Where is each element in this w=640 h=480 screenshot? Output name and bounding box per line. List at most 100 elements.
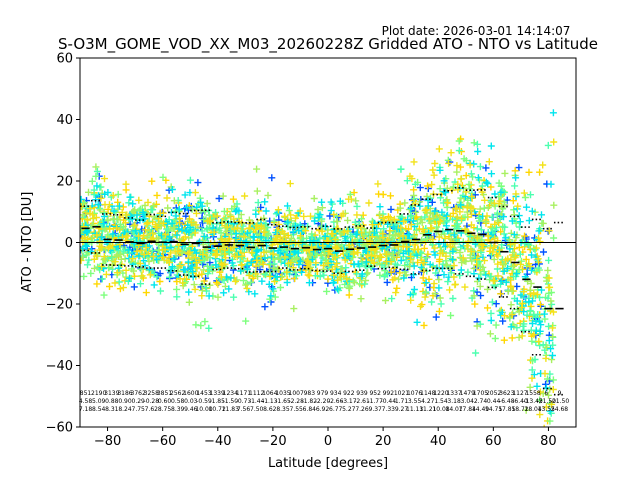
bin-annotation-mean: 0.44 xyxy=(487,398,501,405)
bin-annotation-mean: 0.60 xyxy=(158,398,172,405)
bin-annotation-std: 17.85 xyxy=(498,406,515,413)
bin-annotation-count: 9 xyxy=(558,390,562,397)
y-tick-label: 40 xyxy=(56,113,73,128)
bin-annotation-mean: 5.09 xyxy=(92,398,106,405)
bin-annotation-count: 939 xyxy=(356,390,368,397)
bin-annotation-std: 11.83 xyxy=(222,406,239,413)
bin-annotation-std: 9.46 xyxy=(184,406,198,413)
bin-annotation-count: 1558 xyxy=(525,390,540,397)
bin-annotation-mean: 0.03 xyxy=(184,398,198,405)
y-axis-label: ATO - NTO [DU] xyxy=(20,192,35,293)
scatter-marker-group xyxy=(80,138,558,427)
bin-annotation-mean: -2.20 xyxy=(315,398,331,405)
bin-annotation-count: 3762 xyxy=(131,390,146,397)
bin-annotation-std: 11.13 xyxy=(406,406,423,413)
bin-annotation-mean: -13.45 xyxy=(523,398,543,405)
bin-annotation-std: 6.92 xyxy=(316,406,330,413)
bin-annotation-count: 1064 xyxy=(262,390,277,397)
bin-annotation-count: 1453 xyxy=(196,390,211,397)
bin-annotation-mean: -6.48 xyxy=(499,398,515,405)
bin-annotation-std: 8.35 xyxy=(276,406,290,413)
y-tick-label: −20 xyxy=(46,298,73,313)
bin-annotation-mean: -0.73 xyxy=(236,398,252,405)
chart-title: S-O3M_GOME_VOD_XX_M03_20260228Z Gridded … xyxy=(58,35,598,54)
bin-annotation-count: 1007 xyxy=(289,390,304,397)
bin-annotation-std: 14.75 xyxy=(485,406,502,413)
bin-annotation-std: 8.39 xyxy=(171,406,185,413)
bin-annotation-mean: -0.28 xyxy=(144,398,160,405)
bin-annotation-std: 13.55 xyxy=(538,406,555,413)
x-axis-label: Latitude [degrees] xyxy=(268,456,388,471)
y-tick-label: 60 xyxy=(56,52,73,67)
bin-annotation-mean: -0.59 xyxy=(196,398,212,405)
bin-annotation-count: 1220 xyxy=(433,390,448,397)
bin-annotation-mean: 3.18 xyxy=(447,398,461,405)
bin-annotation-std: 14.49 xyxy=(472,406,489,413)
plot-date-label: Plot date: 2026-03-01 14:14:07 xyxy=(382,24,571,38)
bin-annotation-mean: -21.50 xyxy=(537,398,557,405)
y-tick-label: 20 xyxy=(56,175,73,190)
bin-annotation-std: 24.68 xyxy=(551,406,568,413)
bin-annotation-mean: 2.74 xyxy=(474,398,488,405)
bin-annotation-count: 1021 xyxy=(394,390,409,397)
bin-annotation-std: 8.75 xyxy=(158,406,172,413)
bin-annotation-std: 7.50 xyxy=(250,406,264,413)
bin-annotation-std: 7.18 xyxy=(79,406,93,413)
bin-annotation-count: 1127 xyxy=(512,390,527,397)
bin-annotation-std: 7.55 xyxy=(290,406,304,413)
bin-annotation-mean: 0.90 xyxy=(118,398,132,405)
bin-annotation-count: 3623 xyxy=(499,390,514,397)
bin-annotation-mean: 4.58 xyxy=(79,398,93,405)
x-axis: −80 −60 −40 −20 0 20 40 60 80 xyxy=(94,427,557,449)
bin-annotation-count: 992 xyxy=(383,390,395,397)
bin-annotation-mean: -1.77 xyxy=(367,398,383,405)
bin-annotation-mean: 1.71 xyxy=(395,398,409,405)
bin-annotation-std: 17.84 xyxy=(459,406,476,413)
bin-annotation-std: 10.00 xyxy=(195,406,212,413)
bin-annotation-count: 3186 xyxy=(117,390,132,397)
bin-annotation-count: 6 xyxy=(544,390,548,397)
bin-annotation-std: 10.08 xyxy=(432,406,449,413)
bin-annotation-mean: -1.85 xyxy=(209,398,225,405)
bin-annotation-mean: 0.58 xyxy=(171,398,185,405)
bin-annotation-mean: -6.40 xyxy=(512,398,528,405)
bin-annotation-count: 1705 xyxy=(473,390,488,397)
bin-annotation-std: 8.54 xyxy=(92,406,106,413)
x-tick-label: 20 xyxy=(375,434,392,449)
bin-annotation-std: 18.04 xyxy=(525,406,542,413)
y-tick-label: 0 xyxy=(65,236,73,251)
bin-annotation-count: 983 xyxy=(304,390,316,397)
bin-annotation-mean: -21.50 xyxy=(550,398,570,405)
bin-annotation-mean: 1.54 xyxy=(434,398,448,405)
bin-annotation-count: 1035 xyxy=(275,390,290,397)
bin-annotation-count: 922 xyxy=(343,390,355,397)
bin-annotation-std: 10.72 xyxy=(209,406,226,413)
bin-annotation-mean: -3.17 xyxy=(341,398,357,405)
x-tick-label: 80 xyxy=(540,434,557,449)
bin-annotation-std: 14.07 xyxy=(446,406,463,413)
bin-annotation-std: 18.72 xyxy=(511,406,528,413)
x-tick-label: −20 xyxy=(259,434,286,449)
bin-statistics xyxy=(80,186,576,396)
bin-annotation-count: 934 xyxy=(330,390,342,397)
scatter-points xyxy=(80,109,558,427)
bin-annotation-count: 1234 xyxy=(223,390,238,397)
bin-annotation-mean: -1.50 xyxy=(223,398,239,405)
bin-annotation-std: 8.62 xyxy=(263,406,277,413)
bin-annotation-std: 6.77 xyxy=(329,406,343,413)
y-axis: −60 −40 −20 0 20 40 60 xyxy=(46,52,80,436)
bin-annotation-std: 6.84 xyxy=(303,406,317,413)
x-tick-label: 0 xyxy=(324,434,332,449)
bin-annotation-count: 979 xyxy=(317,390,329,397)
bin-annotation-count: 1600 xyxy=(183,390,198,397)
bin-annotation-mean: 3.55 xyxy=(408,398,422,405)
bin-annotation-count: 1076 xyxy=(407,390,422,397)
bin-annotation-std: 9.27 xyxy=(395,406,409,413)
bin-annotation-count: 1171 xyxy=(236,390,251,397)
bin-annotation-std: 7.56 xyxy=(237,406,251,413)
x-tick-label: −60 xyxy=(149,434,176,449)
bin-annotation-count: 1148 xyxy=(420,390,435,397)
x-tick-label: −40 xyxy=(204,434,231,449)
bin-annotation-std: 8.24 xyxy=(118,406,132,413)
bin-annotation-mean: -2.28 xyxy=(288,398,304,405)
